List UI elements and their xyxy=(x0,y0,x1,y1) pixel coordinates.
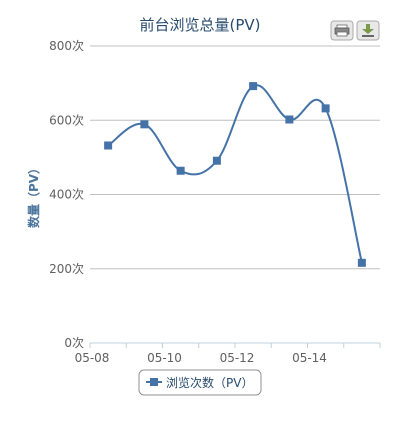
x-tick-label: 05-14 xyxy=(292,351,327,365)
printer-icon xyxy=(334,24,350,37)
y-tick-label: 0次 xyxy=(64,336,84,350)
data-point-marker[interactable] xyxy=(104,141,113,150)
export-button[interactable] xyxy=(356,20,380,41)
legend[interactable]: 浏览次数（PV） xyxy=(138,369,262,396)
data-point-marker[interactable] xyxy=(176,166,185,175)
legend-swatch-marker xyxy=(150,378,158,386)
y-tick-label: 400次 xyxy=(49,188,84,202)
data-point-marker[interactable] xyxy=(321,104,330,113)
series-markers xyxy=(104,82,366,267)
y-axis-label: 数量（PV） xyxy=(26,162,41,228)
x-tick-label: 05-08 xyxy=(75,351,110,365)
chart-title: 前台浏览总量(PV) xyxy=(139,16,260,34)
y-tick-label: 200次 xyxy=(49,262,84,276)
data-point-marker[interactable] xyxy=(140,120,149,129)
x-axis-ticks: 05-08 05-10 05-12 05-14 xyxy=(75,343,381,365)
x-tick-label: 05-10 xyxy=(147,351,182,365)
download-icon xyxy=(362,24,374,37)
y-tick-label: 600次 xyxy=(49,113,84,127)
print-button[interactable] xyxy=(330,20,354,41)
data-point-marker[interactable] xyxy=(249,82,258,91)
legend-item-label: 浏览次数（PV） xyxy=(166,375,253,390)
x-tick-label: 05-12 xyxy=(220,351,255,365)
grid-lines xyxy=(90,45,380,270)
data-point-marker[interactable] xyxy=(357,258,366,267)
data-point-marker[interactable] xyxy=(285,115,294,124)
data-point-marker[interactable] xyxy=(212,156,221,165)
y-tick-label: 800次 xyxy=(49,39,84,53)
y-axis-ticks: 0次 200次 400次 600次 800次 xyxy=(49,39,84,350)
